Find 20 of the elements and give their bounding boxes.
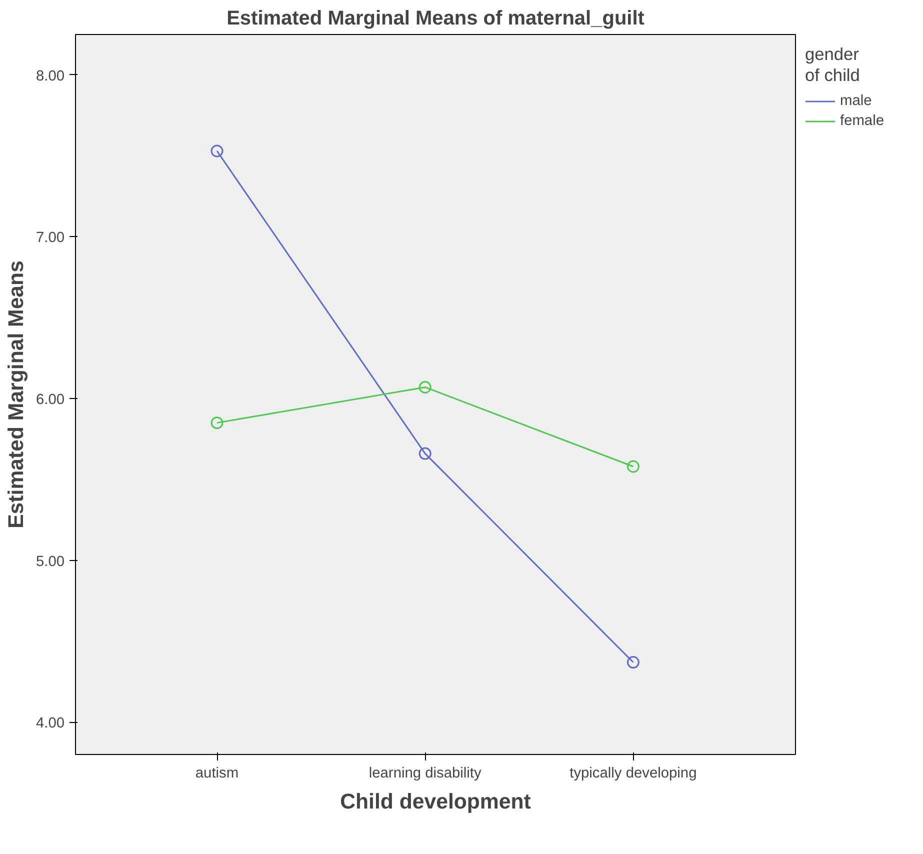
point — [626, 460, 640, 473]
legend-label: male — [840, 93, 872, 109]
y-tick-label: 8.00 — [36, 68, 65, 84]
point — [626, 656, 640, 669]
x-tick-label: autism — [195, 766, 239, 782]
y-tick-label: 5.00 — [36, 554, 65, 570]
point — [418, 380, 432, 394]
x-tick-label: typically developing — [570, 766, 697, 782]
legend-label: female — [840, 113, 884, 129]
point — [210, 144, 224, 158]
point — [210, 416, 224, 430]
y-axis-title: Estimated Marginal Means — [4, 260, 28, 528]
x-tick-label: learning disability — [368, 766, 482, 782]
y-tick-label: 7.00 — [36, 230, 65, 246]
x-axis-title: Child development — [340, 790, 531, 814]
chart-title: Estimated Marginal Means of maternal_guilt — [226, 8, 645, 30]
point — [418, 447, 432, 460]
y-tick-label: 6.00 — [36, 392, 65, 408]
y-tick-label: 4.00 — [36, 716, 65, 732]
legend-title: gender of child — [805, 44, 861, 86]
